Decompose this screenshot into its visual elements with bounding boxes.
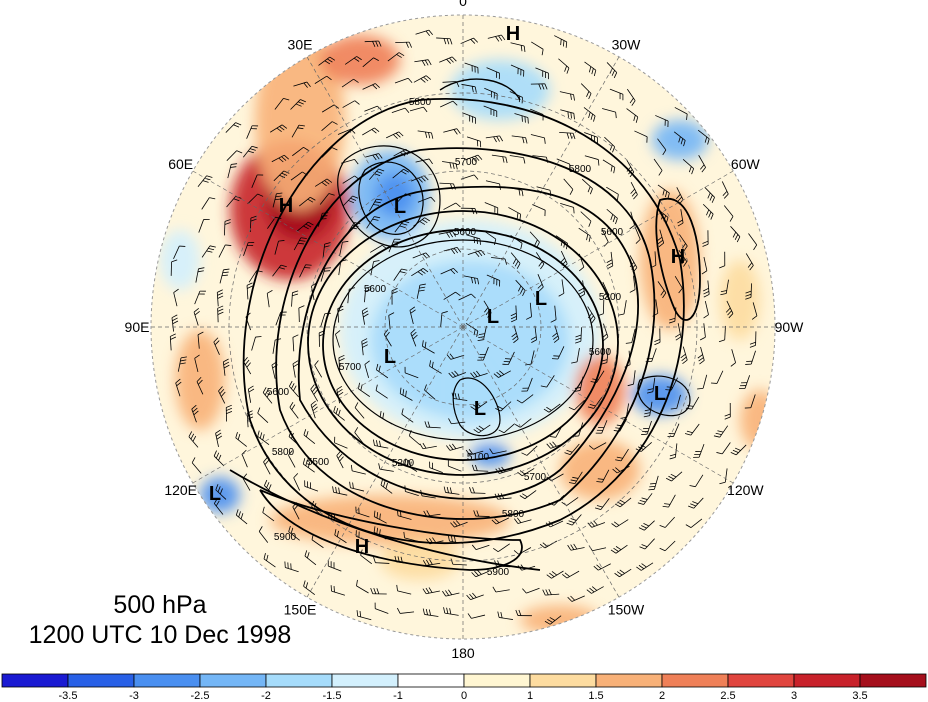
colorbar-tick-label: -1.5 [323,690,342,702]
colorbar-tick-label: 2.5 [720,690,735,702]
longitude-label: 120W [727,482,764,498]
height-contours [229,78,701,571]
pressure-center-l: L [209,483,221,505]
contour-label: 5300 [599,292,622,303]
contour-label: 5600 [364,284,387,295]
colorbar-tick-label: 3 [791,690,797,702]
colorbar-tick-label: 1.5 [588,690,603,702]
colorbar-box [133,673,201,688]
contour-label: 5800 [272,447,295,458]
contour-label: 5700 [455,157,478,168]
pressure-center-l: L [535,288,547,310]
pressure-center-h: H [671,246,685,268]
colorbar-box [529,673,597,688]
colorbar-tick-label: -3 [129,690,139,702]
colorbar-tick-label: 3.5 [852,690,867,702]
contour-label: 5500 [307,457,330,468]
pressure-center-h: H [279,195,293,217]
map-caption: 500 hPa 1200 UTC 10 Dec 1998 [10,590,310,650]
colorbar-box [397,673,465,688]
polar-map: 0 30W 60W 90W 120W 150W 180 150E 120E 90E 60E 30E H… [125,0,805,661]
colorbar-tick-label: 0 [461,690,467,702]
colorbar-box [67,673,135,688]
contour-label: 5800 [502,509,525,520]
contour-label: 5800 [569,164,592,175]
colorbar-tick-label: -3.5 [59,690,78,702]
pressure-center-l: L [384,346,396,368]
colorbar-box [463,673,531,688]
colorbar-box [199,673,267,688]
colorbar-tick-label: -2.5 [191,690,210,702]
contour-label: 5600 [589,347,612,358]
pressure-center-h: H [355,536,369,558]
pressure-center-l: L [487,306,499,328]
colorbar: -3.5 -3 -2.5 -2 -1.5 -1 0 1 1.5 2 2.5 3 3.5 [1,673,927,702]
colorbar-box [661,673,729,688]
longitude-label: 0 [459,0,467,9]
contour-label: 5600 [601,227,624,238]
wind-barbs [169,29,758,625]
contour-label: 5800 [409,97,432,108]
colorbar-tick-label: 1 [527,690,533,702]
valid-time-label: 1200 UTC 10 Dec 1998 [28,621,292,649]
longitude-label: 150E [284,601,317,617]
longitude-label: 60W [731,156,761,172]
contour-label: 5100 [467,452,490,463]
pressure-level-label: 500 hPa [113,591,207,619]
colorbar-tick-label: 2 [659,690,665,702]
colorbar-box [727,673,795,688]
colorbar-box [793,673,861,688]
longitude-label: 30W [612,37,642,53]
longitude-label: 90W [775,319,805,335]
contour-label: 5700 [339,362,362,373]
contour-label: 5600 [454,227,477,238]
colorbar-box [595,673,663,688]
contour-label: 5900 [274,532,297,543]
colorbar-box [331,673,399,688]
longitude-label: 90E [125,319,150,335]
contour-label: 5700 [524,472,547,483]
pressure-center-l: L [474,398,486,420]
contour-label: 5200 [392,458,415,469]
longitude-label: 180 [451,645,475,661]
longitude-label: 30E [288,37,313,53]
colorbar-tick-label: -1 [393,690,403,702]
longitude-label: 60E [168,156,193,172]
pressure-center-l: L [654,383,666,405]
pressure-center-h: H [506,23,520,45]
lat-lon-grid [151,15,775,639]
longitude-label: 120E [164,482,197,498]
pressure-center-l: L [394,196,406,218]
colorbar-box [265,673,333,688]
colorbar-box [1,673,69,688]
colorbar-box [859,673,927,688]
longitude-label: 150W [608,601,645,617]
contour-label: 5600 [267,387,290,398]
colorbar-tick-label: -2 [261,690,271,702]
contour-label: 5900 [487,567,510,578]
